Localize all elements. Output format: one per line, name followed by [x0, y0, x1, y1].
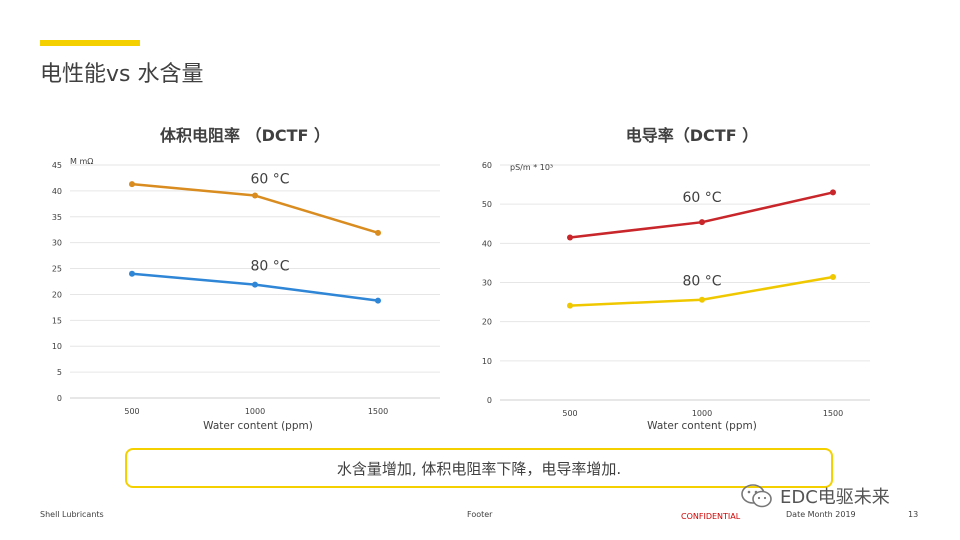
x-tick-label: 1500: [823, 409, 843, 418]
footer-confidential: CONFIDENTIAL: [681, 512, 741, 521]
data-point: [699, 219, 705, 226]
data-point: [567, 234, 573, 241]
data-point: [567, 302, 573, 309]
data-point: [252, 192, 258, 199]
y-tick-label: 20: [482, 318, 492, 327]
wechat-icon: [741, 484, 772, 508]
watermark-text: EDC电驱未来: [780, 487, 890, 508]
series-label: 80 °C: [682, 274, 721, 290]
series-label: 60 °C: [682, 190, 721, 206]
y-tick-label: 40: [52, 187, 62, 196]
y-tick-label: 20: [52, 290, 62, 299]
x-tick-label: 1500: [368, 407, 388, 416]
title-accent-bar: [40, 40, 140, 46]
y-tick-label: 0: [487, 396, 492, 405]
y-tick-label: 10: [52, 342, 62, 351]
page-number: 13: [908, 510, 919, 519]
y-tick-label: 0: [57, 394, 62, 403]
y-tick-label: 5: [57, 368, 62, 377]
series-label: 80 °C: [250, 259, 289, 275]
y-tick-label: 40: [482, 239, 492, 248]
x-axis-label: Water content (ppm): [203, 420, 313, 432]
y-unit-label: pS/m * 10³: [510, 163, 553, 172]
series-label: 60 °C: [250, 172, 289, 188]
x-tick-label: 1000: [692, 409, 712, 418]
x-tick-label: 500: [124, 407, 139, 416]
footer-center: Footer: [467, 510, 493, 519]
chart-title-resistivity: 体积电阻率 （DCTF ）: [159, 126, 331, 145]
y-tick-label: 10: [482, 357, 492, 366]
data-point: [830, 189, 836, 196]
data-point: [129, 181, 135, 188]
watermark: EDC电驱未来: [740, 482, 890, 510]
chart-title-conductivity: 电导率（DCTF ）: [625, 126, 759, 145]
y-tick-label: 50: [482, 200, 492, 209]
data-point: [699, 296, 705, 303]
x-axis-label: Water content (ppm): [647, 420, 757, 432]
x-tick-label: 1000: [245, 407, 265, 416]
data-point: [830, 274, 836, 281]
y-tick-label: 35: [52, 213, 62, 222]
y-tick-label: 30: [52, 239, 62, 248]
footer-company: Shell Lubricants: [40, 510, 104, 519]
series-line: [131, 182, 379, 235]
data-point: [252, 281, 258, 288]
y-tick-label: 60: [482, 161, 492, 170]
y-tick-label: 25: [52, 265, 62, 274]
data-point: [375, 297, 381, 304]
footer-date: Date Month 2019: [786, 510, 856, 519]
conclusion-callout: 水含量增加, 体积电阻率下降，电导率增加.: [125, 448, 833, 488]
data-point: [375, 229, 381, 236]
slide-title: 电性能vs 水含量: [40, 62, 204, 87]
conclusion-text: 水含量增加, 体积电阻率下降，电导率增加.: [336, 459, 622, 478]
y-tick-label: 15: [52, 316, 62, 325]
data-point: [129, 270, 135, 277]
y-tick-label: 45: [52, 161, 62, 170]
y-unit-label: M mΩ: [70, 157, 93, 166]
x-tick-label: 500: [562, 409, 577, 418]
y-tick-label: 30: [482, 279, 492, 288]
